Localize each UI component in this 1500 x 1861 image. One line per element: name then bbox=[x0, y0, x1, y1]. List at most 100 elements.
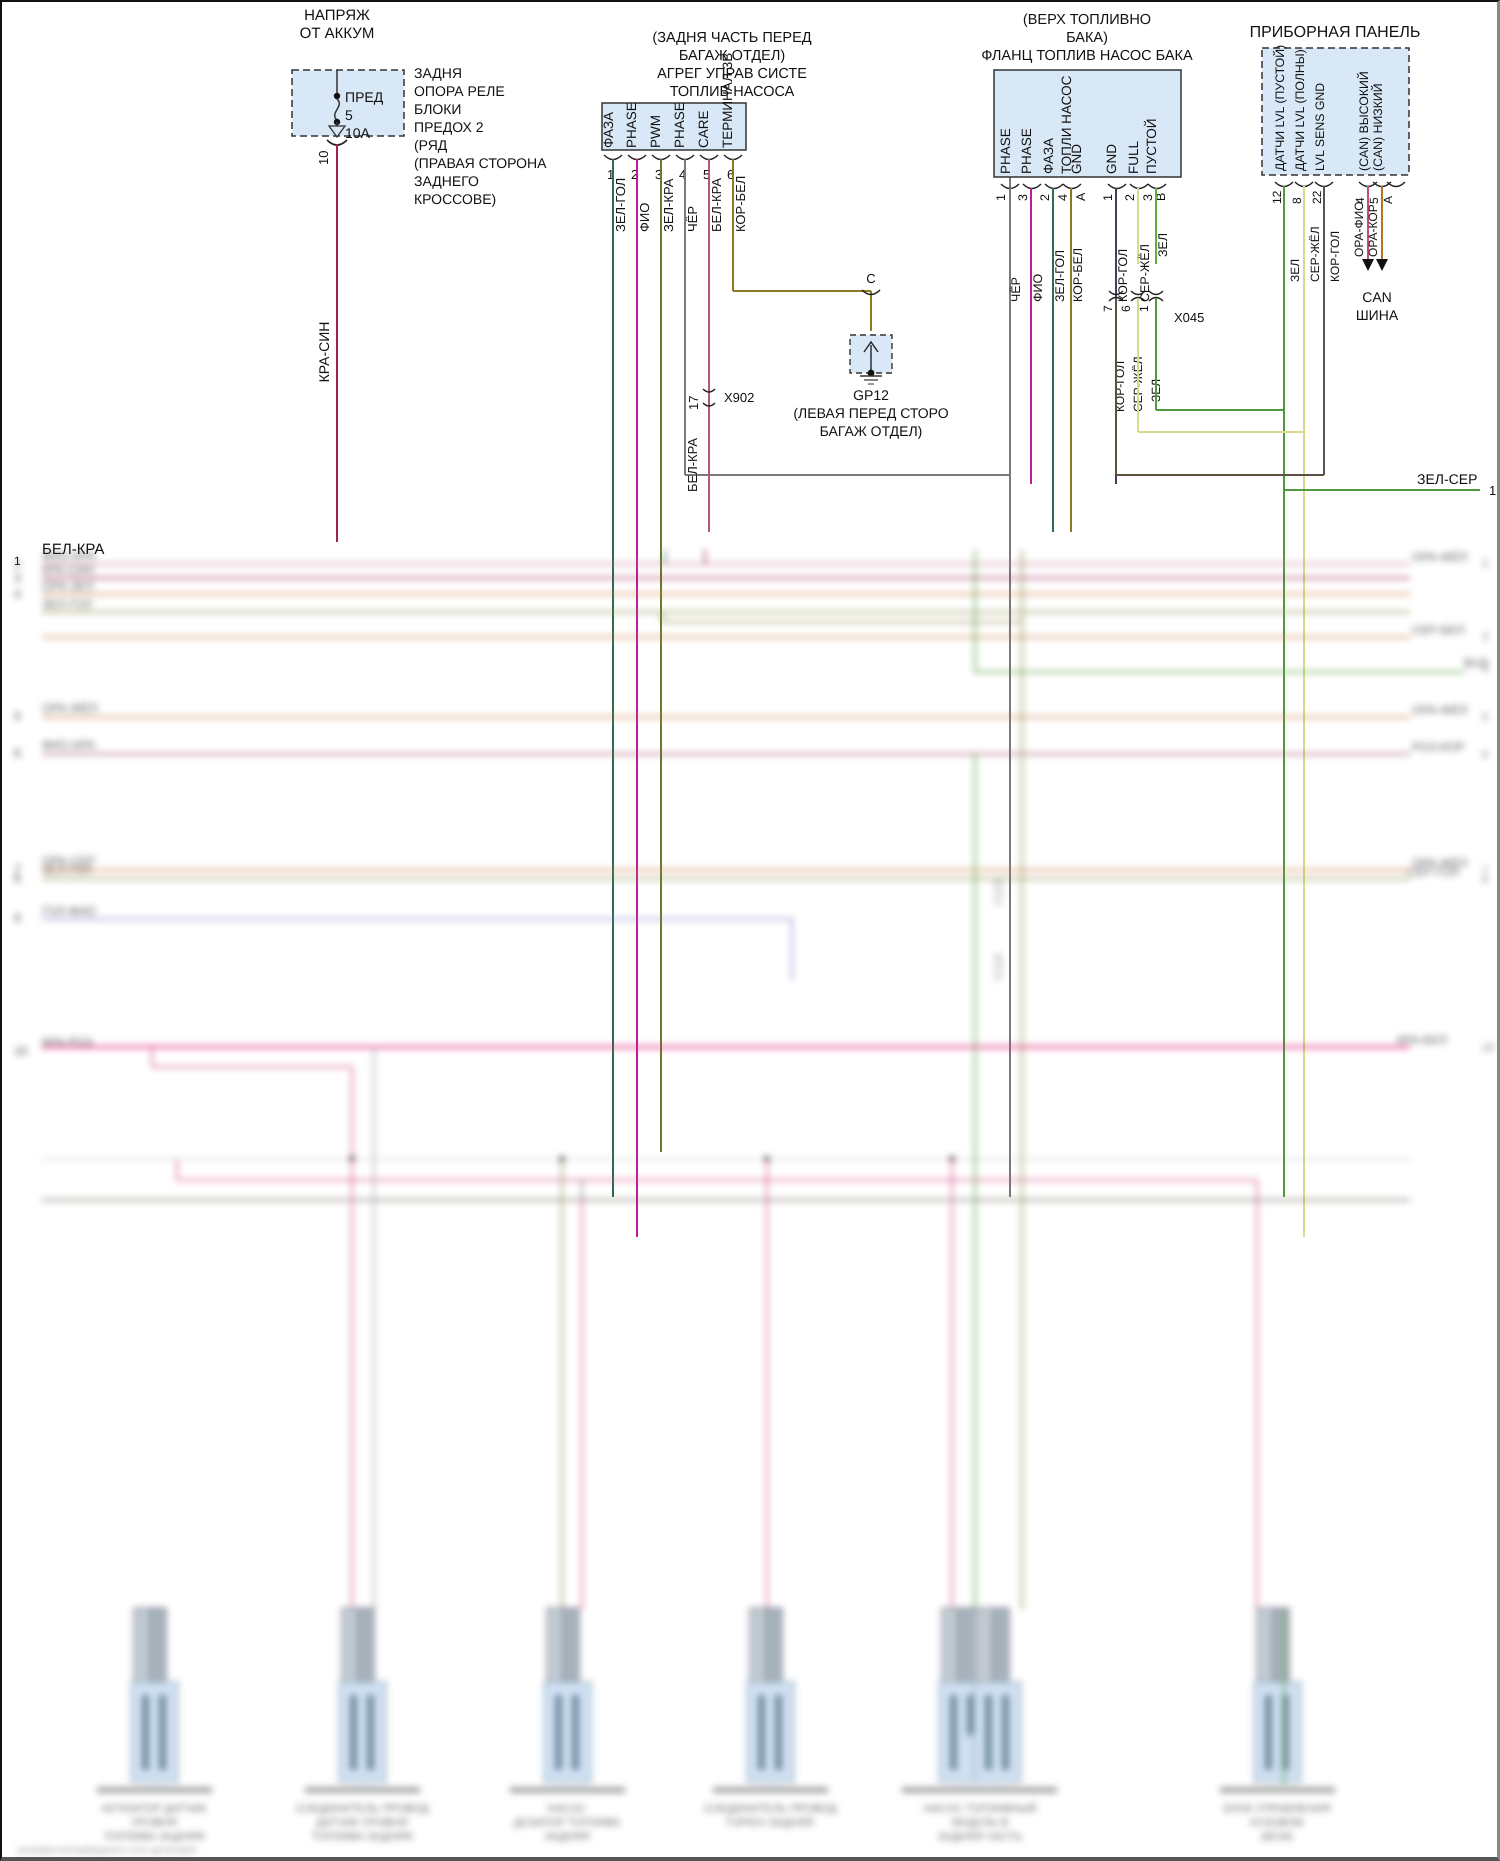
svg-text:КРА-БЕЛ: КРА-БЕЛ bbox=[1397, 1033, 1447, 1047]
svg-text:КОР-БЕЛ: КОР-БЕЛ bbox=[733, 176, 748, 232]
svg-text:ОРА-ЖЁЛ: ОРА-ЖЁЛ bbox=[42, 701, 98, 715]
svg-text:ШИНА: ШИНА bbox=[1356, 307, 1399, 323]
svg-text:PHASE: PHASE bbox=[624, 102, 639, 148]
svg-text:ЗАДНЯЯ: ЗАДНЯЯ bbox=[544, 1831, 590, 1843]
svg-text:PHASE: PHASE bbox=[1019, 128, 1034, 174]
svg-text:6: 6 bbox=[1119, 305, 1133, 312]
svg-text:2: 2 bbox=[14, 557, 21, 571]
svg-text:ОРА-ЗЕЛ: ОРА-ЗЕЛ bbox=[42, 579, 94, 593]
svg-text:PWM: PWM bbox=[648, 115, 663, 148]
svg-text:КОР-ГОЛ: КОР-ГОЛ bbox=[1328, 231, 1342, 282]
svg-text:8: 8 bbox=[1482, 874, 1488, 886]
svg-text:6: 6 bbox=[1482, 749, 1488, 761]
svg-text:ЧЁР: ЧЁР bbox=[685, 206, 700, 232]
svg-text:5: 5 bbox=[1367, 197, 1381, 204]
svg-text:9: 9 bbox=[14, 911, 21, 925]
svg-text:ФАЗА: ФАЗА bbox=[1041, 138, 1056, 174]
svg-text:(CAN) ВЫСОКИЙ: (CAN) ВЫСОКИЙ bbox=[1356, 71, 1371, 171]
svg-text:ДАТЧИК УРОВНЯ: ДАТЧИК УРОВНЯ bbox=[316, 1817, 407, 1829]
svg-text:1: 1 bbox=[1489, 483, 1496, 498]
svg-text:GND: GND bbox=[1069, 144, 1084, 174]
svg-text:2: 2 bbox=[1482, 558, 1488, 570]
svg-text:МОДУЛЬ B: МОДУЛЬ B bbox=[952, 1817, 1009, 1829]
svg-text:СЕР-ЖЁЛ: СЕР-ЖЁЛ bbox=[1138, 244, 1152, 302]
svg-text:22: 22 bbox=[1310, 190, 1324, 204]
svg-text:ОРА-ФИО: ОРА-ФИО bbox=[1352, 201, 1366, 257]
svg-text:A: A bbox=[1074, 192, 1088, 201]
svg-text:3: 3 bbox=[1141, 194, 1155, 201]
svg-text:4: 4 bbox=[14, 587, 21, 601]
svg-text:ФИО-КРА: ФИО-КРА bbox=[42, 550, 95, 563]
svg-text:ЗЕЛ-ГОЛ: ЗЕЛ-ГОЛ bbox=[613, 178, 628, 232]
svg-text:БАГАЖ ОТДЕЛ): БАГАЖ ОТДЕЛ) bbox=[820, 423, 923, 439]
svg-text:6: 6 bbox=[14, 746, 21, 760]
svg-text:ОТ АККУМ: ОТ АККУМ bbox=[300, 25, 375, 42]
svg-text:2: 2 bbox=[1123, 194, 1137, 201]
svg-text:5: 5 bbox=[1482, 712, 1488, 724]
svg-text:ЗЕЛ: ЗЕЛ bbox=[1288, 259, 1302, 282]
svg-text:(BCM): (BCM) bbox=[1261, 1831, 1293, 1843]
svg-text:С123: С123 bbox=[993, 879, 1005, 905]
svg-text:ФИО: ФИО bbox=[637, 203, 652, 232]
svg-text:4: 4 bbox=[1482, 663, 1488, 675]
svg-text:ДОЗАТОР ТОПЛИВА: ДОЗАТОР ТОПЛИВА bbox=[514, 1817, 621, 1829]
svg-text:КРА-СИН: КРА-СИН bbox=[316, 322, 332, 383]
svg-text:ЗЕЛ-КРА: ЗЕЛ-КРА bbox=[661, 178, 676, 232]
svg-text:ЗЕЛ-ГОЛ: ЗЕЛ-ГОЛ bbox=[1053, 250, 1067, 302]
svg-text:1: 1 bbox=[1137, 305, 1151, 312]
svg-text:LVL SENS GND: LVL SENS GND bbox=[1313, 83, 1327, 171]
svg-text:4: 4 bbox=[1056, 194, 1070, 201]
svg-text:ПРЕД: ПРЕД bbox=[345, 89, 384, 105]
svg-text:КУЗОВОМ: КУЗОВОМ bbox=[1250, 1817, 1303, 1829]
svg-text:3: 3 bbox=[1482, 631, 1488, 643]
svg-text:ОРА-ЖЁЛ: ОРА-ЖЁЛ bbox=[1412, 703, 1468, 717]
svg-text:СОЕДИНИТЕЛЬ ПРОВОД: СОЕДИНИТЕЛЬ ПРОВОД bbox=[296, 1803, 429, 1815]
svg-text:ПУСТОЙ: ПУСТОЙ bbox=[1143, 119, 1159, 174]
svg-text:A: A bbox=[1381, 196, 1395, 204]
svg-text:БЕЛ-КРА: БЕЛ-КРА bbox=[685, 438, 700, 492]
svg-text:10: 10 bbox=[1482, 1042, 1494, 1054]
svg-text:СЕР-БЕЛ: СЕР-БЕЛ bbox=[1412, 623, 1464, 637]
svg-text:1: 1 bbox=[1101, 194, 1115, 201]
svg-text:CARE: CARE bbox=[696, 110, 711, 148]
svg-text:ЗАДНЯЯ ЧАСТЬ: ЗАДНЯЯ ЧАСТЬ bbox=[938, 1831, 1023, 1843]
svg-text:(ЛЕВАЯ ПЕРЕД СТОРО: (ЛЕВАЯ ПЕРЕД СТОРО bbox=[793, 405, 948, 421]
svg-text:FULL: FULL bbox=[1126, 140, 1141, 174]
svg-text:ЗАДНЕГО: ЗАДНЕГО bbox=[414, 173, 479, 189]
svg-text:ДАТЧИ LVL (ПОЛНЫ): ДАТЧИ LVL (ПОЛНЫ) bbox=[1293, 49, 1307, 171]
svg-text:БАКА): БАКА) bbox=[1066, 30, 1108, 46]
svg-text:АКТЮАТОР ДАТЧИК: АКТЮАТОР ДАТЧИК bbox=[101, 1803, 207, 1815]
svg-text:3: 3 bbox=[1016, 194, 1030, 201]
svg-text:GND: GND bbox=[1104, 144, 1119, 174]
svg-text:КРОССОВЕ): КРОССОВЕ) bbox=[414, 191, 496, 207]
svg-text:5: 5 bbox=[345, 107, 353, 123]
svg-text:8: 8 bbox=[14, 871, 21, 885]
svg-text:(ПРАВАЯ СТОРОНА: (ПРАВАЯ СТОРОНА bbox=[414, 155, 547, 171]
svg-text:СЕР-ЖЁЛ: СЕР-ЖЁЛ bbox=[1308, 226, 1322, 282]
svg-text:РОЗ-КОР: РОЗ-КОР bbox=[1412, 740, 1465, 754]
svg-text:10: 10 bbox=[316, 151, 331, 165]
svg-text:ФИО: ФИО bbox=[1031, 274, 1045, 302]
svg-text:ГОЛ-ФИО: ГОЛ-ФИО bbox=[42, 904, 96, 918]
svg-text:ГОРЮЧ ЗАДНЯЯ: ГОРЮЧ ЗАДНЯЯ bbox=[726, 1817, 814, 1829]
svg-text:Х045: Х045 bbox=[1174, 310, 1204, 325]
svg-text:10: 10 bbox=[14, 1044, 28, 1058]
svg-text:КРА-СИН: КРА-СИН bbox=[42, 563, 94, 577]
svg-text:СОЕДИНИТЕЛЬ ПРОВОД: СОЕДИНИТЕЛЬ ПРОВОД bbox=[704, 1803, 837, 1815]
svg-text:5: 5 bbox=[14, 709, 21, 723]
svg-text:НАПРЯЖ: НАПРЯЖ bbox=[304, 7, 370, 24]
svg-text:ФЛАНЦ ТОПЛИВ НАСОС БАКА: ФЛАНЦ ТОПЛИВ НАСОС БАКА bbox=[981, 48, 1193, 64]
svg-text:ЗЕЛ-ГОЛ: ЗЕЛ-ГОЛ bbox=[42, 597, 92, 611]
svg-text:17: 17 bbox=[686, 396, 701, 410]
svg-text:ТОПЛИВА ЗАДНЯЯ: ТОПЛИВА ЗАДНЯЯ bbox=[104, 1831, 205, 1843]
svg-text:ЗЕЛ: ЗЕЛ bbox=[1156, 233, 1170, 257]
svg-text:(CAN) НИЗКИЙ: (CAN) НИЗКИЙ bbox=[1370, 83, 1385, 171]
svg-text:ОПОРА РЕЛЕ: ОПОРА РЕЛЕ bbox=[414, 83, 505, 99]
svg-text:ЧЁР: ЧЁР bbox=[1009, 277, 1023, 302]
svg-text:X902: X902 bbox=[724, 390, 754, 405]
svg-text:УРОВНЯ: УРОВНЯ bbox=[131, 1817, 177, 1829]
svg-text:C: C bbox=[866, 271, 875, 286]
svg-text:8: 8 bbox=[1290, 197, 1304, 204]
svg-text:НАСОС ТОПЛИВНЫЙ: НАСОС ТОПЛИВНЫЙ bbox=[923, 1802, 1036, 1815]
svg-text:10А: 10А bbox=[345, 125, 371, 141]
